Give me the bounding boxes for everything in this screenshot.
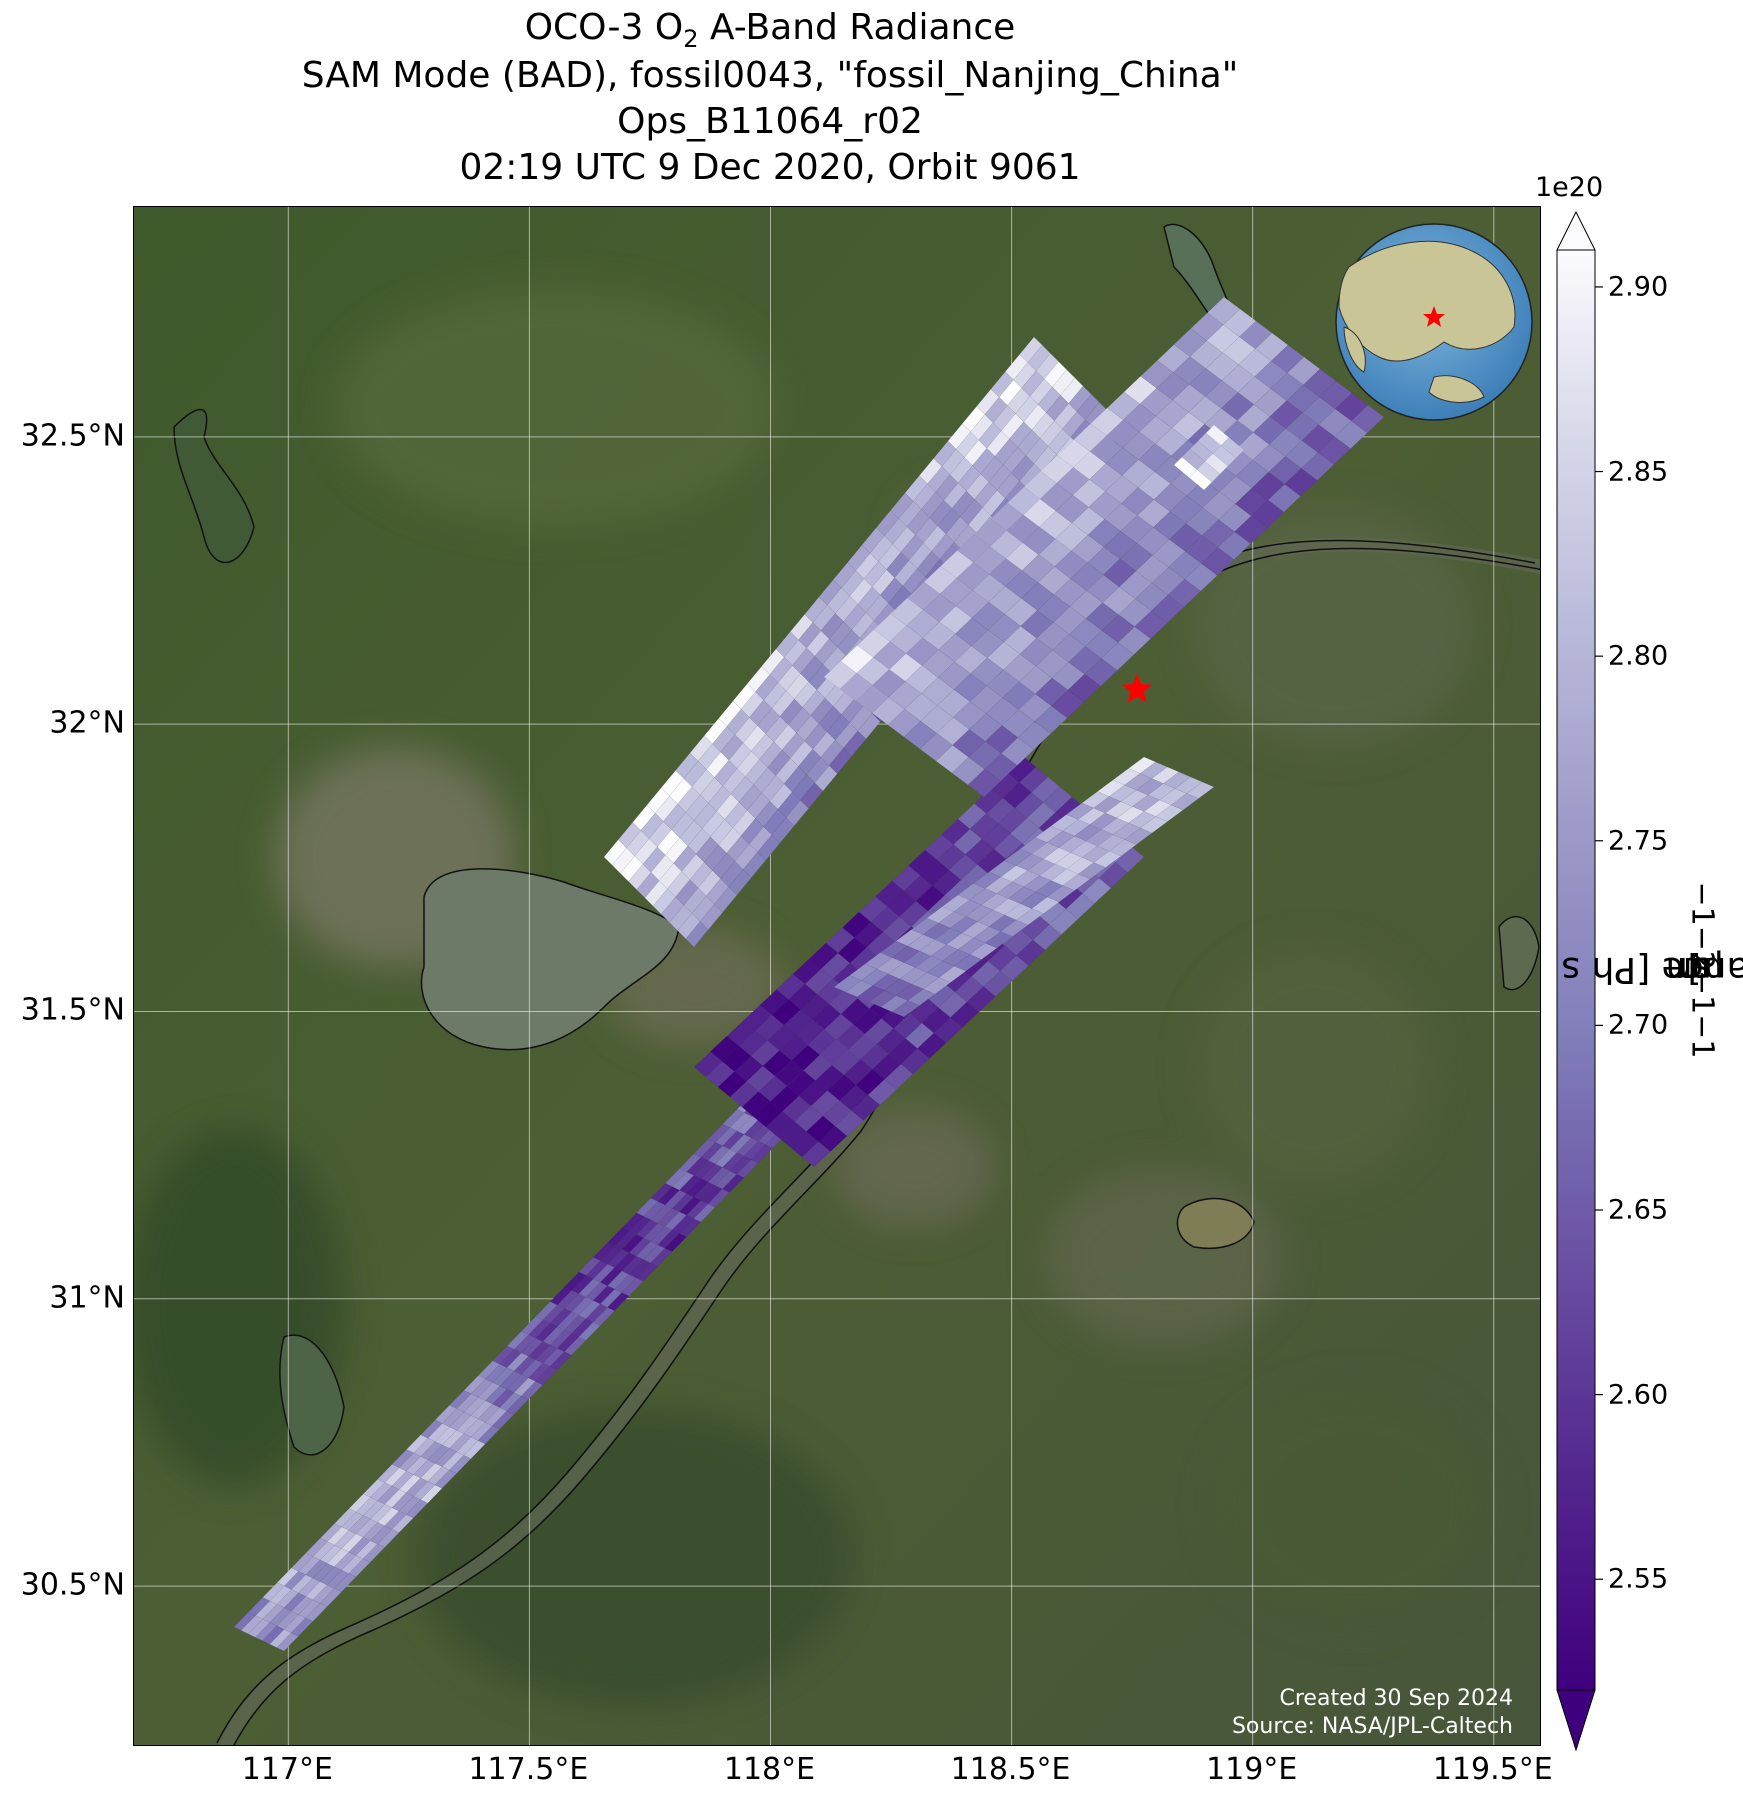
north-lake-outline [173,408,255,564]
y-tick-label: 32.5°N [20,418,125,454]
y-tick-label: 31.5°N [20,992,125,1028]
colorbar-tick-label: 2.75 [1608,825,1669,857]
x-tick-label: 117°E [241,1752,333,1787]
colorbar-label: Radiance [Ph s−1 m−2 sr−1μm−1] [1561,881,1743,1059]
x-tick-label: 118.5°E [950,1752,1071,1787]
chart-title: OCO-3 O2 A-Band Radiance [0,8,1540,59]
title-line3: Ops_B11064_r02 [617,101,923,142]
colorbar-gradient [1556,249,1596,1691]
colorbar-tick-label: 2.55 [1608,1563,1669,1595]
credit-created: Created 30 Sep 2024 [1279,1686,1514,1711]
globe-inset [1335,223,1533,421]
lake-east [1176,1197,1255,1249]
x-tick-label: 118°E [723,1752,816,1787]
map-panel[interactable] [133,206,1541,1746]
credit-source: Source: NASA/JPL-Caltech [1231,1714,1513,1739]
target-star [1121,673,1153,703]
colorbar [1556,210,1603,1752]
target-star-marker [1121,673,1153,703]
title-line1: OCO-3 O2 A-Band Radiance [524,7,1016,54]
map-canvas [134,207,1540,1745]
x-tick-label: 117.5°E [468,1752,589,1787]
y-tick-label: 30.5°N [20,1567,125,1603]
lake-right [1498,915,1540,991]
footprint-cell [1115,846,1145,873]
radiance-swath [233,296,1385,1652]
globe-star [1423,306,1445,327]
globe-land-asia [1338,240,1516,362]
footprint-cell [1220,437,1245,459]
colorbar-extend-high [1556,210,1596,251]
globe-land-islands [1428,375,1485,403]
globe-land-india [1343,326,1366,373]
x-tick-label: 119.5°E [1432,1752,1553,1787]
colorbar-tick-label: 2.85 [1608,456,1669,488]
colorbar-tick-label: 2.80 [1608,640,1669,672]
colorbar-tick-label: 2.70 [1608,1009,1669,1041]
lake-southwest [279,1334,345,1456]
title-line2: SAM Mode (BAD), fossil0043, "fossil_Nanj… [301,55,1239,96]
x-tick-label: 119°E [1206,1752,1298,1787]
colorbar-tick-label: 2.90 [1608,271,1669,303]
colorbar-tick-label: 2.65 [1608,1194,1669,1226]
title-line4: 02:19 UTC 9 Dec 2020, Orbit 9061 [459,147,1081,188]
colorbar-tick-label: 2.60 [1608,1379,1669,1411]
footprint-cell [1350,404,1385,434]
y-tick-label: 32°N [49,705,125,741]
footprint-cell [1186,781,1215,799]
y-tick-label: 31°N [49,1280,125,1316]
lake-chaohu [420,868,680,1051]
colorbar-extend-low [1556,1689,1596,1752]
colorbar-multiplier: 1e20 [1535,172,1604,203]
